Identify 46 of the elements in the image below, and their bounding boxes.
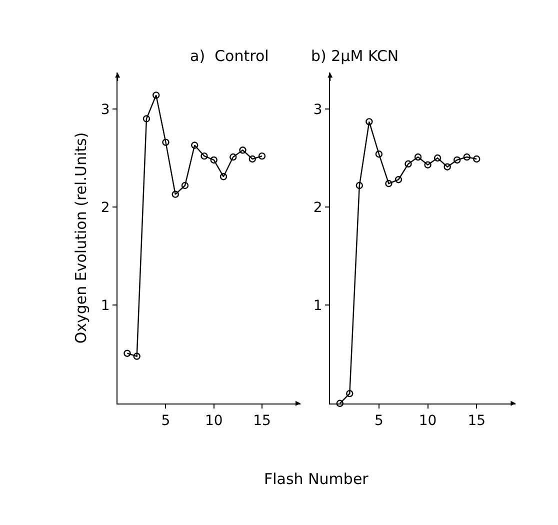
point [414,153,422,161]
x-tick-label: 5 [374,413,384,430]
point [366,118,373,126]
y-tick-label: 3 [100,102,110,118]
point [346,390,354,398]
point [394,176,402,184]
point [191,142,198,149]
y-axis-title: Oxygen Evolution (rel.Units) [72,132,90,344]
point [133,352,140,360]
point [444,163,451,170]
point [230,153,237,161]
point [424,161,432,168]
point [404,160,412,168]
point [434,154,442,162]
x-axis-title: Flash Number [264,470,370,488]
point [356,182,364,190]
y-tick-label: 2 [100,200,110,216]
y-tick-label: 1 [100,298,110,314]
point [152,92,160,99]
point [375,150,383,158]
chart-title: a) Control [190,47,269,65]
point [454,156,461,164]
point [181,182,189,190]
point [463,153,470,161]
x-tick-label: 15 [253,413,271,430]
point [258,152,266,160]
x-tick-label: 10 [418,413,437,430]
point [172,190,179,198]
point [142,115,150,122]
point [239,146,246,154]
point [210,156,218,164]
point [162,138,170,146]
x-tick-label: 15 [468,413,486,430]
y-tick-label: 1 [313,298,322,314]
point [124,350,131,357]
x-tick-label: 5 [161,413,170,430]
point [385,180,392,188]
point [200,152,208,160]
y-tick-label: 2 [313,200,322,216]
y-tick-label: 3 [313,102,322,118]
chart-title: b) 2μM KCN [311,47,399,65]
x-tick-label: 10 [204,413,223,430]
point [220,173,228,180]
point [248,155,256,163]
point [336,400,344,407]
point [473,155,480,163]
